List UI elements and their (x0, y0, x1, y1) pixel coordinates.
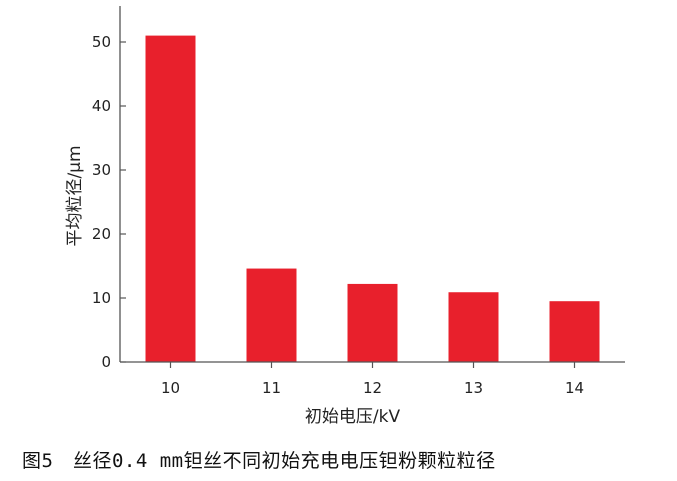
y-tick-label: 50 (92, 33, 111, 51)
tick-labels-layer: 0 10 20 30 40 50 10 11 12 13 14 (92, 33, 584, 397)
x-tick-label: 11 (262, 379, 281, 397)
axes-layer (119, 6, 625, 368)
x-tick-label: 10 (161, 379, 180, 397)
y-axis-title: 平均粒径/μm (65, 145, 85, 246)
y-tick-label: 40 (92, 97, 111, 115)
x-axis-title: 初始电压/kV (305, 407, 401, 427)
bar-10 (145, 35, 196, 362)
bar-12 (347, 283, 398, 362)
bar-13 (448, 292, 499, 362)
bar-14 (549, 301, 600, 362)
y-tick-label: 20 (92, 225, 111, 243)
x-tick-label: 12 (363, 379, 382, 397)
bar-11 (246, 268, 297, 362)
y-tick-label: 0 (101, 353, 111, 371)
figure-caption: 图5 丝径0.4 mm钽丝不同初始充电电压钽粉颗粒粒径 (22, 450, 496, 472)
x-tick-label: 13 (464, 379, 483, 397)
y-tick-label: 30 (92, 161, 111, 179)
bar-chart: 0 10 20 30 40 50 10 11 12 13 14 初始电压/kV 平均粒径/μm (65, 6, 625, 427)
x-tick-label: 14 (565, 379, 584, 397)
y-tick-label: 10 (92, 289, 111, 307)
bars-layer (145, 35, 600, 362)
